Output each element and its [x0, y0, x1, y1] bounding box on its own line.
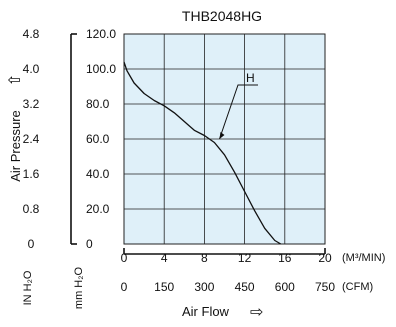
- x-secondary-tick-labels: 0 150 300 450 600 750: [121, 280, 336, 294]
- annotations: H: [219, 71, 258, 140]
- y-primary-unit: mm H₂O: [73, 266, 85, 309]
- y-tick-label: 120.0: [86, 27, 116, 41]
- y-tick-label: 0: [86, 237, 93, 251]
- y-tick-label: 20.0: [86, 202, 110, 216]
- y-secondary-tick-labels: 0 0.8 1.6 2.4 3.2 4.0 4.8: [23, 27, 40, 251]
- x-secondary-tick-label: 300: [194, 280, 214, 294]
- x-axis-label: Air Flow: [182, 304, 230, 319]
- y-secondary-tick-label: 2.4: [23, 132, 40, 146]
- y-secondary-tick-label: 4.0: [23, 62, 40, 76]
- curves: [123, 61, 282, 245]
- y-axis-label: Air Pressure: [8, 110, 23, 182]
- chart-title: THB2048HG: [182, 8, 262, 24]
- x-tick-labels: 0 4 8 12 16 20: [121, 251, 332, 265]
- x-secondary-unit: (CFM): [342, 281, 373, 293]
- y-secondary-unit: IN H₂O: [22, 270, 34, 305]
- annotation-leader-line: [219, 84, 258, 140]
- y-tick-labels: 0 20.0 40.0 60.0 80.0 100.0 120.0: [86, 27, 116, 251]
- y-tick-label: 60.0: [86, 132, 110, 146]
- annotation-arrowhead: [219, 132, 225, 139]
- y-secondary-tick-label: 0: [28, 237, 35, 251]
- y-secondary-tick-label: 3.2: [23, 97, 40, 111]
- x-tick-label: 12: [238, 251, 252, 265]
- y-secondary-tick-label: 0.8: [23, 202, 40, 216]
- x-tick-label: 0: [121, 251, 128, 265]
- annotation-label: H: [246, 71, 255, 85]
- y-tick-label: 80.0: [86, 97, 110, 111]
- y-secondary-tick-label: 1.6: [23, 167, 40, 181]
- grid-lines: [124, 34, 325, 244]
- x-secondary-tick-label: 450: [235, 280, 255, 294]
- x-primary-unit: (M³/MIN): [342, 252, 385, 264]
- y-secondary-tick-label: 4.8: [23, 27, 40, 41]
- x-tick-label: 20: [318, 251, 332, 265]
- x-tick-label: 16: [278, 251, 292, 265]
- x-secondary-tick-label: 150: [154, 280, 174, 294]
- x-secondary-tick-label: 600: [275, 280, 295, 294]
- y-tick-label: 40.0: [86, 167, 110, 181]
- x-tick-label: 8: [201, 251, 208, 265]
- x-tick-label: 4: [161, 251, 168, 265]
- x-secondary-tick-label: 0: [121, 280, 128, 294]
- y-tick-label: 100.0: [86, 62, 116, 76]
- y-axis-arrow: ⇧: [7, 73, 24, 86]
- axes: [70, 33, 326, 255]
- series-line-H: [123, 61, 282, 245]
- x-secondary-tick-label: 750: [315, 280, 335, 294]
- x-axis-arrow: ⇨: [250, 304, 263, 321]
